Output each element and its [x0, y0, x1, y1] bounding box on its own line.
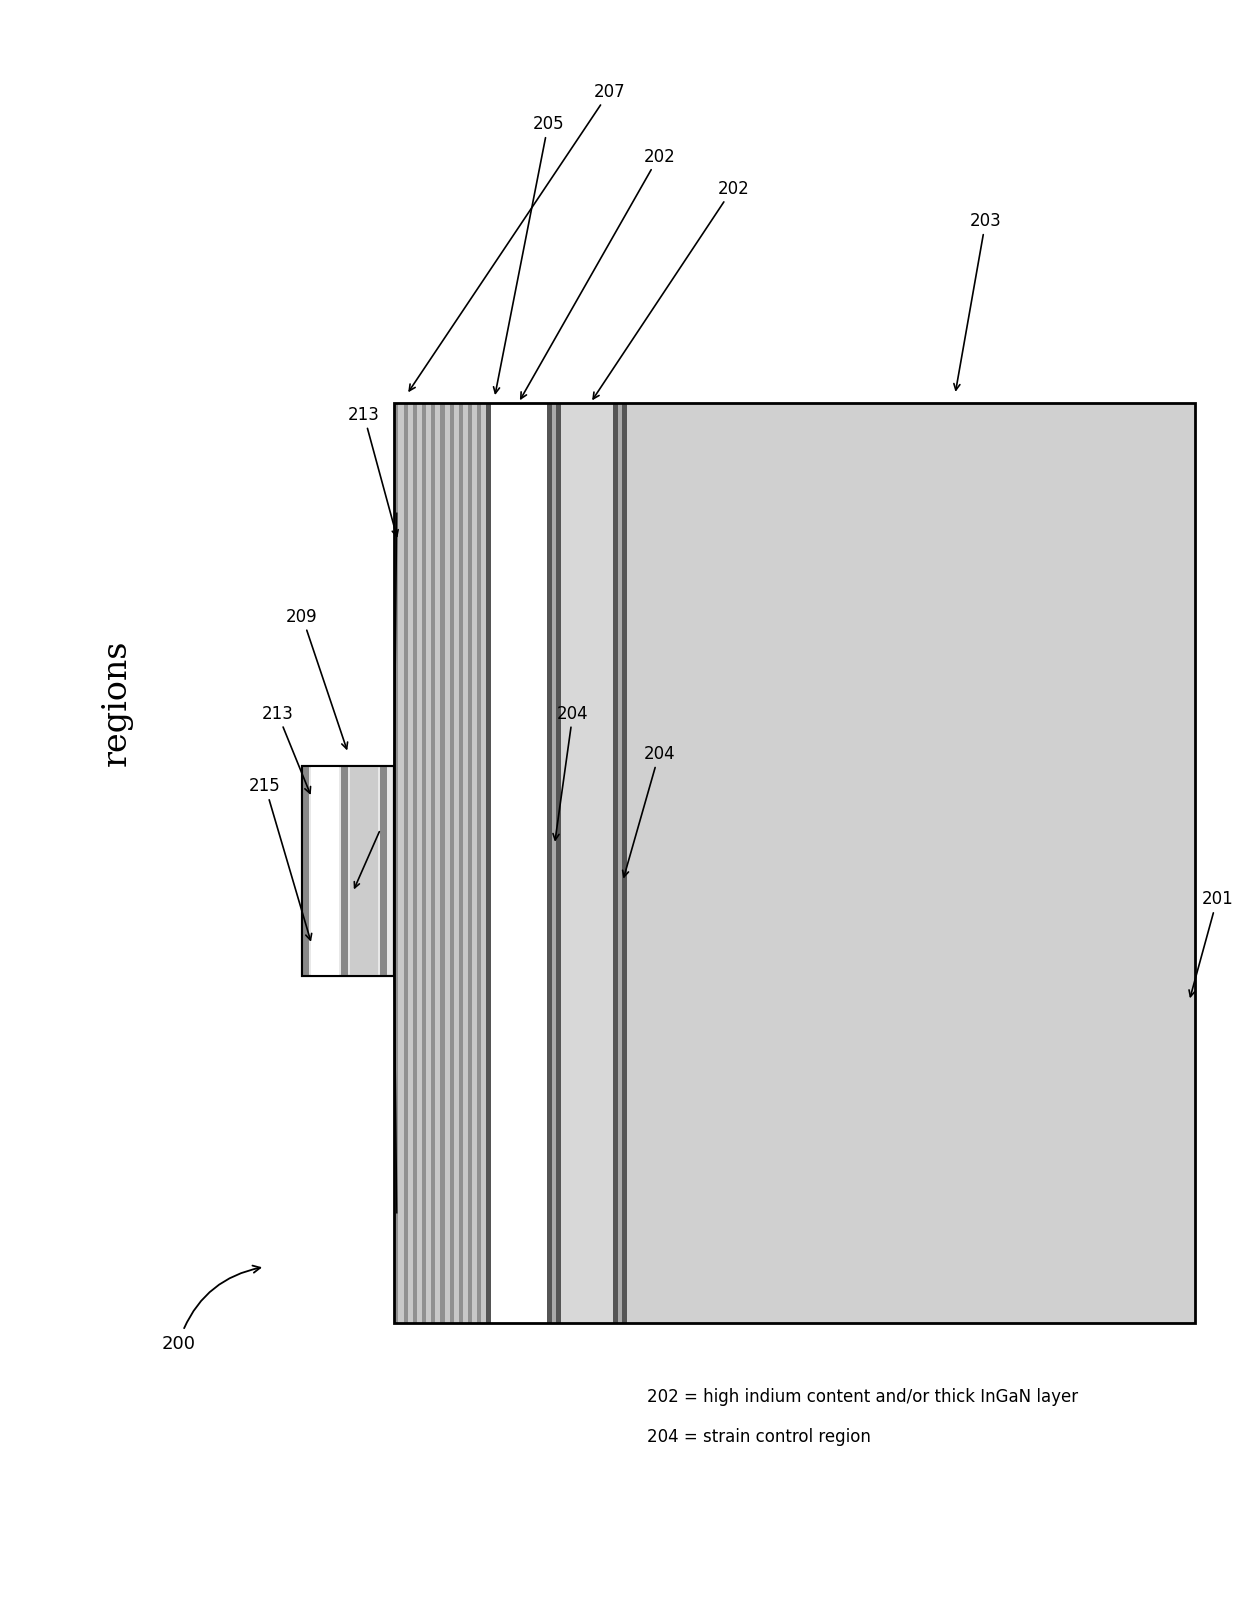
Bar: [301, 767, 309, 976]
Bar: [560, 404, 613, 1323]
Bar: [472, 404, 477, 1323]
Bar: [379, 767, 387, 976]
Bar: [552, 404, 556, 1323]
Text: 201: 201: [1189, 889, 1234, 997]
Bar: [341, 767, 348, 976]
Text: 204: 204: [553, 704, 589, 841]
Text: 205: 205: [494, 115, 564, 394]
Bar: [467, 404, 472, 1323]
Text: 202: 202: [593, 179, 749, 400]
Bar: [301, 767, 394, 976]
Text: 200: 200: [161, 1265, 260, 1351]
Bar: [459, 404, 463, 1323]
Bar: [417, 404, 422, 1323]
Bar: [440, 404, 444, 1323]
Bar: [463, 404, 467, 1323]
Text: 213: 213: [347, 405, 398, 537]
Bar: [618, 404, 621, 1323]
Bar: [450, 404, 454, 1323]
Bar: [394, 404, 1195, 1323]
Bar: [444, 404, 450, 1323]
Bar: [621, 404, 626, 1323]
Bar: [427, 404, 432, 1323]
Bar: [613, 404, 618, 1323]
Text: 207: 207: [409, 82, 626, 392]
Bar: [435, 404, 440, 1323]
Bar: [547, 404, 552, 1323]
Text: regions: regions: [102, 639, 133, 765]
Text: 215: 215: [249, 776, 311, 941]
Bar: [413, 404, 417, 1323]
Bar: [311, 767, 339, 976]
Text: 209: 209: [286, 607, 347, 749]
Bar: [454, 404, 459, 1323]
Text: 202 = high indium content and/or thick InGaN layer: 202 = high indium content and/or thick I…: [647, 1386, 1078, 1406]
Bar: [422, 404, 427, 1323]
Bar: [394, 404, 398, 1323]
Bar: [350, 767, 378, 976]
Bar: [481, 404, 486, 1323]
Text: 202: 202: [521, 147, 675, 400]
Bar: [626, 404, 915, 1323]
Text: 204 = strain control region: 204 = strain control region: [647, 1427, 870, 1446]
Text: 204: 204: [622, 744, 675, 878]
Bar: [486, 404, 491, 1323]
Text: 213: 213: [262, 704, 310, 794]
Bar: [432, 404, 435, 1323]
Text: 203: 203: [954, 211, 1002, 391]
Bar: [403, 404, 408, 1323]
Bar: [556, 404, 560, 1323]
Bar: [394, 404, 1195, 1323]
Bar: [301, 767, 394, 976]
Bar: [408, 404, 413, 1323]
Bar: [477, 404, 481, 1323]
Bar: [491, 404, 547, 1323]
Bar: [398, 404, 403, 1323]
